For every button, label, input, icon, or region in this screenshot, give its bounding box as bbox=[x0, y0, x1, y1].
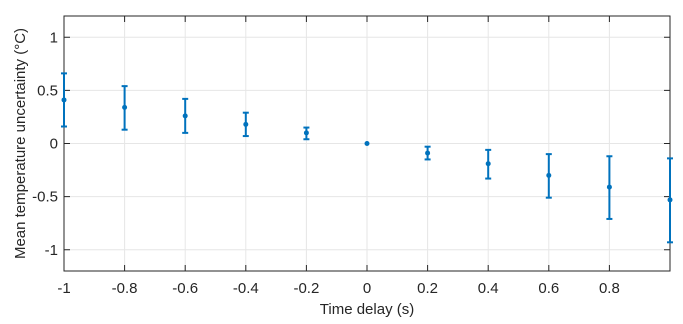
x-tick-label: 0.6 bbox=[538, 280, 559, 297]
data-point bbox=[61, 97, 67, 103]
x-tick-label: -0.4 bbox=[233, 280, 259, 297]
y-tick-label: 0.5 bbox=[37, 82, 58, 99]
data-point bbox=[546, 172, 552, 178]
y-tick-label: 1 bbox=[50, 29, 58, 46]
x-tick-label: 0.2 bbox=[417, 280, 438, 297]
x-tick-label: -0.6 bbox=[172, 280, 198, 297]
data-point bbox=[485, 161, 491, 167]
y-axis-label: Mean temperature uncertainty (°C) bbox=[12, 28, 29, 259]
y-tick-label: 0 bbox=[50, 136, 58, 153]
x-tick-label: -0.8 bbox=[112, 280, 138, 297]
data-point bbox=[364, 141, 370, 146]
data-point bbox=[182, 113, 188, 119]
x-axis-label: Time delay (s) bbox=[320, 301, 414, 318]
data-point bbox=[303, 130, 309, 136]
y-tick-label: -1 bbox=[45, 242, 58, 259]
data-point bbox=[606, 184, 612, 190]
data-point bbox=[243, 121, 249, 127]
x-tick-label: 0.8 bbox=[599, 280, 620, 297]
data-point bbox=[425, 150, 431, 156]
x-tick-label: -1 bbox=[57, 280, 70, 297]
data-point bbox=[667, 197, 673, 203]
x-tick-label: 0 bbox=[363, 280, 371, 297]
data-series bbox=[61, 72, 673, 244]
y-tick-label: -0.5 bbox=[32, 189, 58, 206]
data-point bbox=[122, 104, 128, 110]
x-tick-label: -0.2 bbox=[293, 280, 319, 297]
x-axis-ticks: -1 -0.8 -0.6 -0.4 -0.2 0 0.2 0.4 0.6 0.8 bbox=[57, 16, 620, 297]
x-tick-label: 0.4 bbox=[478, 280, 499, 297]
